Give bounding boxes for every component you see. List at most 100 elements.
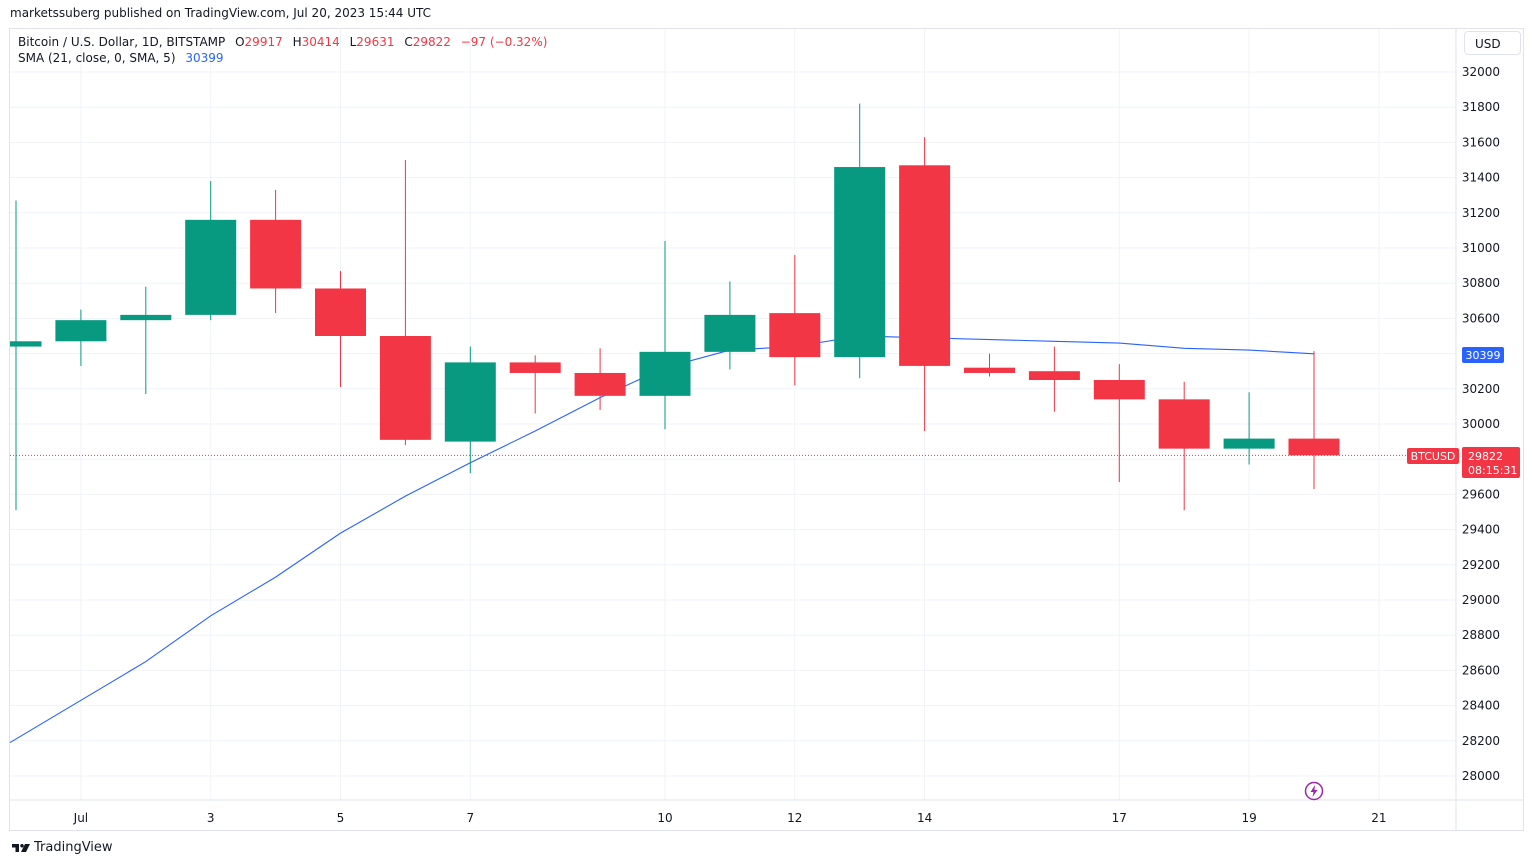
x-tick-label: 17 bbox=[1112, 811, 1127, 825]
candle[interactable] bbox=[120, 286, 172, 395]
last-price-tag: 29822 bbox=[1468, 450, 1503, 463]
candle[interactable] bbox=[10, 200, 42, 511]
y-tick-label: 28000 bbox=[1462, 769, 1500, 783]
candle[interactable] bbox=[639, 240, 691, 430]
candle[interactable] bbox=[834, 103, 886, 379]
y-tick-label: 29600 bbox=[1462, 487, 1500, 501]
y-tick-label: 31600 bbox=[1462, 135, 1500, 149]
x-tick-label: 3 bbox=[207, 811, 215, 825]
publish-byline: marketssuberg published on TradingView.c… bbox=[10, 6, 431, 20]
symbol-tag-bg bbox=[1407, 448, 1459, 464]
candle[interactable] bbox=[509, 355, 561, 414]
y-tick-label: 29000 bbox=[1462, 593, 1500, 607]
candle-body bbox=[574, 372, 626, 396]
candle[interactable] bbox=[899, 137, 951, 432]
candle[interactable] bbox=[574, 348, 626, 410]
close-value: 29822 bbox=[412, 35, 451, 49]
sma-label: SMA (21, close, 0, SMA, 5) bbox=[18, 51, 176, 65]
candle[interactable] bbox=[185, 181, 237, 321]
y-tick-label: 28800 bbox=[1462, 628, 1500, 642]
y-tick-label: 29200 bbox=[1462, 558, 1500, 572]
candle-body bbox=[1093, 380, 1145, 400]
open-label: O bbox=[235, 35, 245, 49]
candle[interactable] bbox=[1288, 351, 1340, 489]
high-value: 30414 bbox=[301, 35, 340, 49]
candle[interactable] bbox=[1158, 381, 1210, 511]
candle[interactable] bbox=[1028, 346, 1080, 412]
candle-body bbox=[315, 288, 366, 336]
candle[interactable] bbox=[964, 353, 1015, 377]
y-tick-label: 31200 bbox=[1462, 206, 1500, 220]
y-tick-label: 30200 bbox=[1462, 382, 1500, 396]
x-tick-label: 5 bbox=[337, 811, 345, 825]
x-tick-label: 19 bbox=[1241, 811, 1256, 825]
x-tick-label: 14 bbox=[917, 811, 932, 825]
grid-layer bbox=[10, 29, 1456, 800]
ohlc-legend-row[interactable]: Bitcoin / U.S. Dollar, 1D, BITSTAMP O299… bbox=[18, 34, 547, 50]
candle-body bbox=[185, 219, 237, 315]
candle[interactable] bbox=[55, 309, 107, 366]
x-tick-label: 10 bbox=[657, 811, 672, 825]
candle-body bbox=[964, 367, 1015, 373]
open-value: 29917 bbox=[244, 35, 283, 49]
sma-price-tag-bg bbox=[1462, 347, 1504, 363]
price-tag-layer: 30399 BTCUSD 29822 08:15:31 bbox=[1407, 347, 1520, 478]
y-tick-label: 32000 bbox=[1462, 65, 1500, 79]
y-tick-label: 31000 bbox=[1462, 241, 1500, 255]
change-value: −97 (−0.32%) bbox=[460, 35, 548, 49]
candle[interactable] bbox=[379, 160, 431, 446]
candle[interactable] bbox=[250, 189, 302, 314]
candle[interactable] bbox=[444, 346, 496, 474]
y-tick-label: 31400 bbox=[1462, 171, 1500, 185]
y-tick-label: 28400 bbox=[1462, 699, 1500, 713]
y-tick-label: 30000 bbox=[1462, 417, 1500, 431]
candle-body bbox=[10, 341, 42, 347]
bar-countdown: 08:15:31 bbox=[1468, 464, 1517, 477]
y-tick-label: 28600 bbox=[1462, 663, 1500, 677]
symbol-description: Bitcoin / U.S. Dollar, 1D, BITSTAMP bbox=[18, 35, 226, 49]
sma-price-tag: 30399 bbox=[1466, 349, 1501, 362]
close-label: C bbox=[404, 35, 413, 49]
y-tick-label: 30600 bbox=[1462, 311, 1500, 325]
candle-body bbox=[379, 336, 431, 440]
candle[interactable] bbox=[315, 270, 366, 388]
candle-body bbox=[120, 314, 172, 321]
candle[interactable] bbox=[1093, 364, 1145, 483]
currency-button[interactable]: USD bbox=[1464, 31, 1521, 55]
candle-body bbox=[769, 313, 821, 358]
sma-legend-row[interactable]: SMA (21, close, 0, SMA, 5) 30399 bbox=[18, 50, 547, 66]
candle-body bbox=[704, 314, 756, 352]
last-price-tag-bg bbox=[1462, 447, 1520, 478]
y-tick-label: 30800 bbox=[1462, 276, 1500, 290]
candle[interactable] bbox=[769, 255, 821, 386]
candle-body bbox=[1158, 399, 1210, 449]
candle-body bbox=[444, 362, 496, 442]
candle[interactable] bbox=[704, 281, 756, 370]
x-tick-label: 7 bbox=[466, 811, 474, 825]
candle-body bbox=[250, 219, 302, 289]
axis-layer: 28000 28200 28400 28600 28800 29000 29200 29400… bbox=[10, 29, 1523, 830]
candle-body bbox=[834, 167, 886, 358]
candle-body bbox=[1288, 438, 1340, 456]
candle-body bbox=[639, 351, 691, 396]
y-tick-label: 31800 bbox=[1462, 100, 1500, 114]
chart-legend: Bitcoin / U.S. Dollar, 1D, BITSTAMP O299… bbox=[18, 34, 547, 66]
lightning-icon[interactable] bbox=[1304, 781, 1324, 801]
candle[interactable] bbox=[1223, 392, 1275, 465]
chart-frame bbox=[9, 28, 1524, 831]
footer-brand[interactable]: TradingView bbox=[12, 840, 113, 855]
low-label: L bbox=[349, 35, 357, 49]
sma-value: 30399 bbox=[185, 51, 224, 65]
x-tick-label: 12 bbox=[787, 811, 802, 825]
candle-body bbox=[1028, 371, 1080, 380]
y-tick-label: 29400 bbox=[1462, 523, 1500, 537]
low-value: 29631 bbox=[356, 35, 395, 49]
x-tick-label: 21 bbox=[1371, 811, 1386, 825]
candle-layer bbox=[10, 103, 1340, 511]
symbol-tag: BTCUSD bbox=[1411, 450, 1456, 463]
candle-body bbox=[1223, 438, 1275, 449]
candle-body bbox=[899, 165, 951, 366]
candle-body bbox=[55, 320, 107, 342]
tradingview-logo-icon bbox=[12, 843, 30, 852]
